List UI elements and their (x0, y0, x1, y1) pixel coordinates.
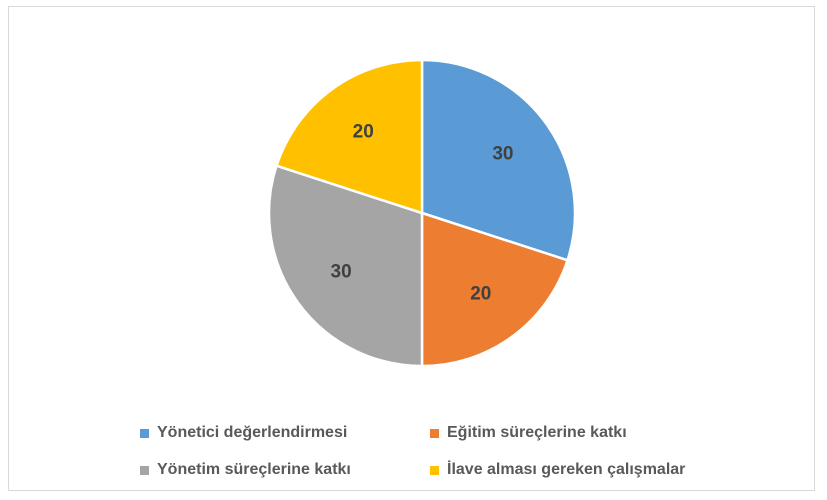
pie-slice-yonetici-degerlendirmesi (420, 58, 577, 262)
legend-swatch-yonetici-degerlendirmesi (140, 428, 149, 438)
pie-slice-egitim-sureclerine-katki (420, 211, 569, 368)
data-label-yonetici-degerlendirmesi: 30 (492, 144, 513, 165)
legend-label-egitim-sureclerine-katki: Eğitim süreçlerine katkı (447, 424, 627, 441)
legend-swatch-yonetim-sureclerine-katki (140, 465, 149, 475)
legend-label-yonetim-sureclerine-katki: Yönetim süreçlerine katkı (157, 461, 351, 478)
legend-entry-ilave-almasi-gereken-calismalar: İlave alması gereken çalışmalar (430, 461, 685, 479)
legend-swatch-ilave-almasi-gereken-calismalar (430, 465, 439, 475)
data-label-egitim-sureclerine-katki: 20 (470, 283, 491, 304)
chart-area: 30 20 30 20 Yönetici değerlendirmesi Eğitim… (8, 6, 815, 491)
pie-slice-yonetim-sureclerine-katki (267, 164, 424, 368)
legend-entry-yonetici-degerlendirmesi: Yönetici değerlendirmesi (140, 424, 347, 442)
data-label-ilave-almasi-gereken-calismalar: 20 (353, 122, 374, 143)
legend-label-ilave-almasi-gereken-calismalar: İlave alması gereken çalışmalar (447, 461, 686, 478)
data-label-yonetim-sureclerine-katki: 30 (331, 261, 352, 282)
pie-chart: 30 20 30 20 (267, 58, 577, 368)
legend-entry-egitim-sureclerine-katki: Eğitim süreçlerine katkı (430, 424, 627, 442)
legend-entry-yonetim-sureclerine-katki: Yönetim süreçlerine katkı (140, 461, 351, 479)
legend-label-yonetici-degerlendirmesi: Yönetici değerlendirmesi (157, 424, 348, 441)
pie-slice-ilave-almasi-gereken-calismalar (275, 58, 424, 215)
legend-swatch-egitim-sureclerine-katki (430, 428, 439, 438)
